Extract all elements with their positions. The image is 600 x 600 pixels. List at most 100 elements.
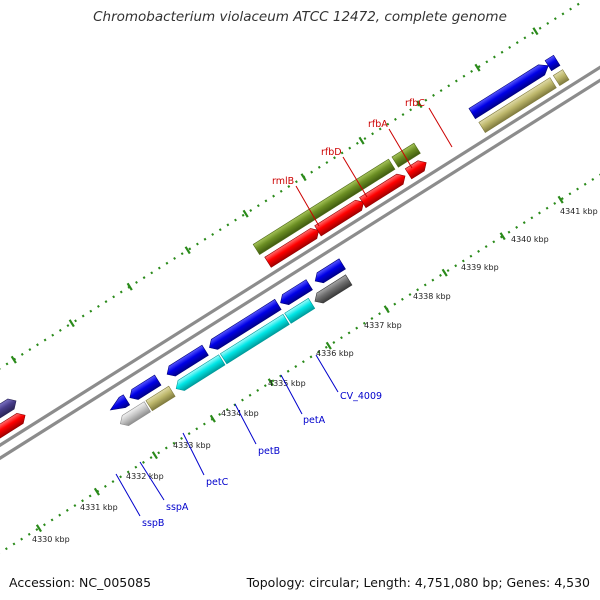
tick-label: 4331 kbp	[80, 503, 118, 512]
leader-line	[388, 128, 413, 169]
gene-label-rmlB[interactable]: rmlB	[272, 176, 294, 187]
inner-tick	[209, 414, 216, 423]
outer-tick	[474, 63, 481, 72]
inner-tick	[499, 232, 506, 241]
cds-red[interactable]	[264, 225, 322, 268]
outer-tick	[68, 319, 75, 328]
far-left-features	[0, 396, 28, 471]
outer-tick	[126, 282, 133, 291]
cds-blue[interactable]	[164, 344, 209, 379]
gene-label-CV_4009[interactable]: CV_4009	[340, 391, 382, 402]
inner-tick	[383, 305, 390, 314]
accession-label: Accession:	[9, 575, 76, 590]
accession-info: Accession: NC_005085	[9, 575, 151, 590]
tick-label: 4337 kbp	[364, 321, 402, 330]
genes-value: 4,530	[554, 575, 590, 590]
gene-features	[0, 54, 570, 471]
cds-red[interactable]	[314, 197, 367, 237]
cds-cyan[interactable]	[219, 313, 290, 365]
tick-label: 4339 kbp	[461, 263, 499, 272]
tick-label: 4341 kbp	[560, 207, 598, 216]
tick-label: 4338 kbp	[413, 292, 451, 301]
reverse-gene-labels: sspB sspA petC petB petA CV_4009	[115, 354, 382, 529]
gene-label-petC[interactable]: petC	[206, 477, 229, 488]
outer-tick	[184, 246, 191, 255]
lower-left-features	[107, 258, 353, 429]
inner-tick	[93, 487, 100, 496]
cds-blue[interactable]	[312, 258, 346, 286]
leader-line	[315, 354, 339, 393]
tick-label: 4330 kbp	[32, 535, 70, 544]
genes-label: Genes:	[506, 575, 551, 590]
leader-line	[234, 403, 257, 445]
cds-cyan[interactable]	[284, 297, 316, 324]
backbone-line	[0, 43, 600, 484]
leader-line	[115, 473, 141, 517]
cds-blue[interactable]	[107, 394, 131, 415]
gene-label-sspA[interactable]: sspA	[166, 502, 189, 513]
cds-blue[interactable]	[544, 54, 561, 72]
forward-track	[252, 54, 561, 255]
gene-label-sspB[interactable]: sspB	[142, 518, 164, 529]
cds-slate[interactable]	[0, 396, 19, 457]
cds-red[interactable]	[404, 158, 429, 180]
cds-cyan[interactable]	[173, 354, 226, 394]
outer-tick	[532, 27, 539, 36]
outer-dot-track	[0, 0, 585, 428]
cds-blue[interactable]	[277, 279, 313, 308]
gene-label-petA[interactable]: petA	[303, 415, 326, 426]
map-title: Chromobacterium violaceum ATCC 12472, co…	[93, 9, 507, 25]
tick-label: 4336 kbp	[316, 349, 354, 358]
cds-blue[interactable]	[468, 61, 552, 120]
outer-tick	[10, 355, 17, 364]
cds-khaki[interactable]	[478, 77, 557, 133]
tick-labels: 4330 kbp 4331 kbp 4332 kbp 4333 kbp 4334…	[32, 207, 598, 544]
outer-tick	[416, 100, 423, 109]
cds-red[interactable]	[359, 171, 409, 209]
cds-blue[interactable]	[127, 374, 162, 403]
cds-lightgray[interactable]	[117, 401, 152, 429]
gene-label-rfbD[interactable]: rfbD	[321, 147, 342, 158]
inner-dot-track	[0, 131, 600, 560]
cds-khaki[interactable]	[145, 385, 176, 412]
leader-line	[342, 156, 368, 198]
outer-tick	[242, 209, 249, 218]
cds-olive[interactable]	[252, 158, 396, 255]
outer-tick	[358, 136, 365, 145]
cds-olive[interactable]	[391, 142, 421, 168]
inner-tick	[35, 524, 43, 533]
leader-line	[295, 185, 320, 227]
topology-label: Topology:	[246, 575, 306, 590]
length-label: Length:	[363, 575, 411, 590]
reverse-track	[264, 69, 570, 268]
inner-tick	[267, 378, 274, 387]
inner-tick	[151, 451, 158, 460]
leader-line	[428, 107, 453, 148]
backbone-line-2	[0, 52, 600, 493]
genome-stats: Topology: circular; Length: 4,751,080 bp…	[246, 575, 590, 590]
gene-label-rfbA[interactable]: rfbA	[368, 119, 388, 130]
leader-line	[139, 461, 165, 501]
tick-label: 4332 kbp	[126, 472, 164, 481]
inner-tick	[557, 195, 564, 204]
inner-tick	[441, 268, 448, 277]
tick-label: 4340 kbp	[511, 235, 549, 244]
cds-red[interactable]	[0, 410, 28, 471]
forward-gene-labels: rmlB rfbD rfbA rfbC	[272, 98, 453, 227]
topology-value: circular	[309, 575, 356, 590]
gene-label-petB[interactable]: petB	[258, 446, 280, 457]
accession-value: NC_005085	[79, 575, 152, 590]
cds-khaki[interactable]	[552, 69, 570, 87]
cds-blue[interactable]	[206, 298, 282, 352]
leader-line	[280, 374, 303, 415]
length-value: 4,751,080 bp	[414, 575, 499, 590]
outer-tick	[300, 173, 307, 182]
cds-gray[interactable]	[312, 274, 353, 306]
tick-label: 4333 kbp	[173, 441, 211, 450]
tick-label: 4335 kbp	[268, 379, 306, 388]
inner-tick	[325, 341, 332, 350]
gene-label-rfbC[interactable]: rfbC	[405, 98, 425, 109]
leader-line	[182, 432, 205, 476]
